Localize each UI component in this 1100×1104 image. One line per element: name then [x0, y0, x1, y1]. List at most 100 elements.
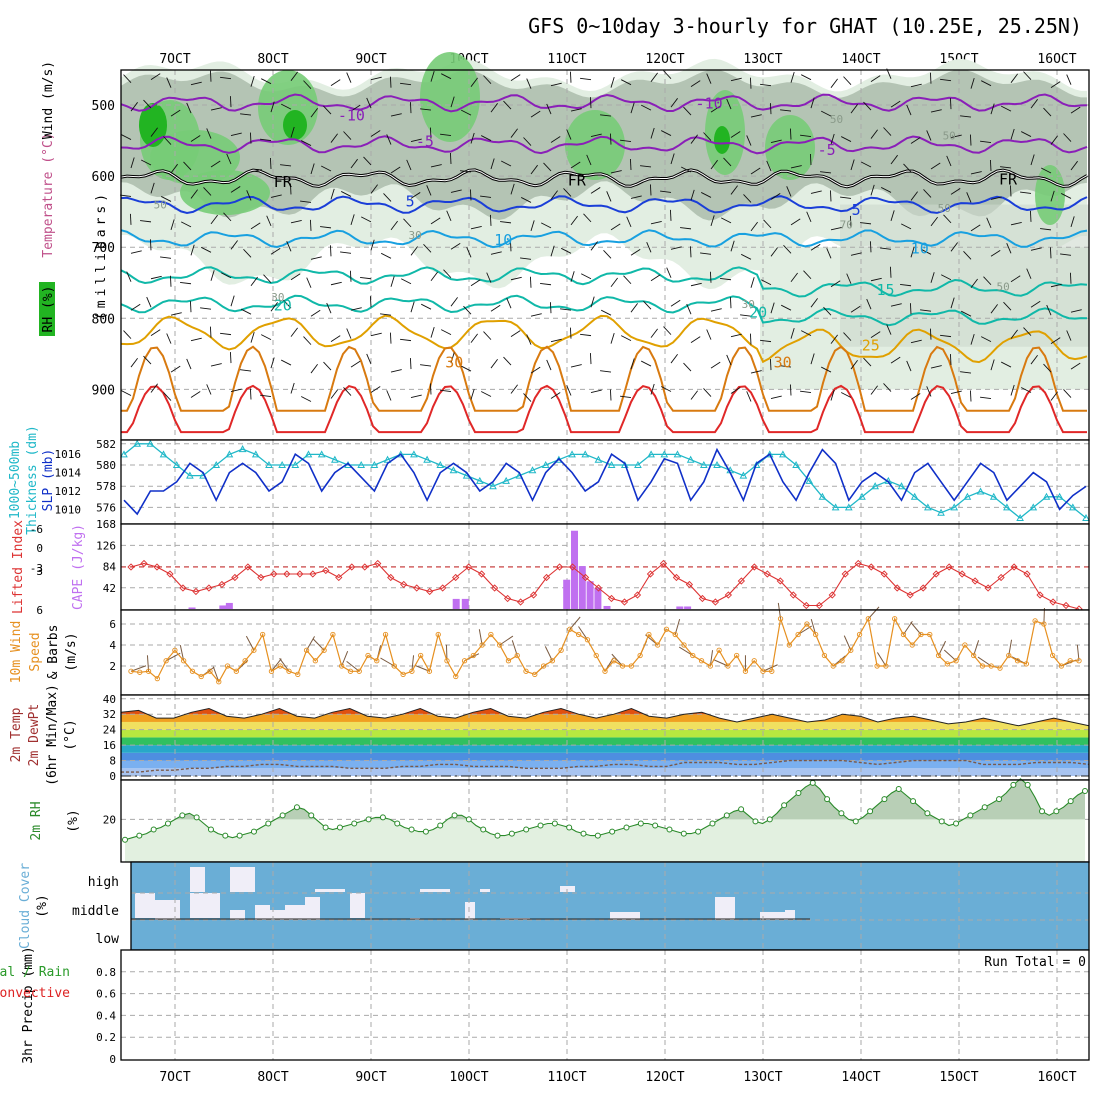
wind-speed-point [681, 642, 687, 648]
wind-barb [466, 247, 472, 258]
wind-barb [663, 70, 672, 79]
wind-barb [1070, 216, 1075, 228]
wind-barb [690, 282, 702, 287]
wind-barb [603, 249, 612, 259]
wind-barb [523, 137, 532, 146]
wind-barb [550, 136, 561, 143]
thickness-point [238, 445, 247, 453]
wind-barb [389, 76, 392, 88]
wind-barb [970, 78, 975, 89]
wind-barb [910, 137, 921, 144]
thickness-point [805, 476, 814, 484]
wind-barb [770, 193, 781, 200]
wind-barb [710, 361, 721, 369]
wind-barb [129, 213, 132, 225]
wind-barb [810, 190, 822, 194]
rh-contour-label: 30 [271, 291, 284, 304]
cloud-block [230, 910, 245, 920]
wind-barb [880, 247, 892, 250]
wind-speed-point [830, 663, 836, 669]
wind-speed-point [453, 673, 459, 680]
wind-barb [750, 167, 761, 175]
wind-speed-point [962, 642, 968, 648]
wind-barb [570, 364, 582, 368]
thickness-point [1055, 492, 1064, 500]
wind-barb [529, 276, 532, 288]
wind-speed-point [514, 652, 520, 659]
wind-barb [969, 390, 972, 402]
thickness-point [383, 455, 392, 463]
wind-barb [411, 655, 415, 672]
temp-label: 2m Temp [9, 707, 24, 762]
thickness-point [686, 455, 695, 463]
wind-barb [660, 386, 672, 392]
wind-barb [903, 620, 913, 635]
rh-contour-label: 30 [408, 229, 421, 242]
thickness-point [831, 503, 840, 511]
wind-barb [570, 271, 575, 282]
thickness-point [1003, 503, 1011, 511]
rh-point [336, 824, 343, 831]
wind-barb [140, 159, 152, 166]
thickness-point [528, 466, 537, 474]
wind-barb [960, 371, 972, 374]
y-tick-label: 580 [96, 459, 116, 472]
wind-barb [700, 252, 712, 255]
cloud-label: Cloud Cover [18, 863, 33, 949]
lifted-index-point [763, 570, 771, 578]
wind-barb [890, 356, 901, 364]
wind-barb [483, 75, 492, 84]
wind-speed-point [435, 631, 441, 638]
wind-barb [1030, 154, 1035, 166]
wind-barb [1070, 106, 1081, 114]
wind-speed-point [207, 668, 213, 674]
wind-speed-point [1050, 652, 1056, 659]
wind-barb [770, 247, 778, 257]
wind-barb [470, 132, 475, 144]
y-tick-label: 32 [103, 708, 116, 721]
rh-point [666, 826, 673, 833]
thickness-point [963, 492, 972, 500]
thickness-point [541, 460, 550, 468]
rh-point [437, 822, 444, 829]
wind-barb [440, 329, 452, 336]
wind-barb [840, 136, 852, 142]
lifted-index-point [828, 591, 836, 599]
wind-barb [230, 186, 241, 193]
wind-barb [310, 163, 315, 175]
wind-barb [480, 195, 492, 198]
wind-label-3: (m/s) [64, 632, 79, 671]
isotherm-freezing-inner [120, 169, 1088, 188]
wind-barb [630, 303, 638, 313]
wind-barb [300, 200, 312, 203]
wind-barb [290, 382, 295, 394]
thickness-point [133, 439, 142, 447]
wind-barb [206, 384, 212, 395]
wind-barb [150, 127, 158, 137]
wind-barb [430, 326, 435, 338]
wind-barb [630, 102, 635, 114]
wind-barb [330, 389, 338, 399]
wind-barb [430, 217, 441, 225]
wind-speed-point [786, 642, 792, 648]
thickness-point [752, 460, 761, 468]
wind-speed-point [312, 658, 318, 664]
wind-speed-point [540, 663, 547, 669]
thickness-point [291, 460, 300, 468]
wind-barb [973, 640, 980, 656]
wind-speed-point [821, 652, 828, 659]
wind-barb [990, 103, 995, 115]
lifted-index-point [1023, 570, 1031, 578]
wind-barb [369, 296, 372, 308]
wind-barb [870, 129, 878, 139]
precip-panel: 0 0.2 0.4 0.6 0.8 Run Total = 0 3hr Precip (mm… [0, 946, 1090, 1066]
rh-point [207, 826, 214, 833]
wind-barb [269, 157, 272, 170]
thickness-point [713, 460, 721, 468]
wind-speed-point [479, 642, 485, 648]
cloud-block [465, 902, 475, 920]
wind-barb [1066, 330, 1072, 341]
rh-legend-swatch [39, 282, 55, 336]
slp-thickness-panel: 576 578 580 582 1010 1012 1014 1016 1000~500mb Th… [8, 425, 1090, 535]
panel-bg [121, 950, 1089, 1060]
